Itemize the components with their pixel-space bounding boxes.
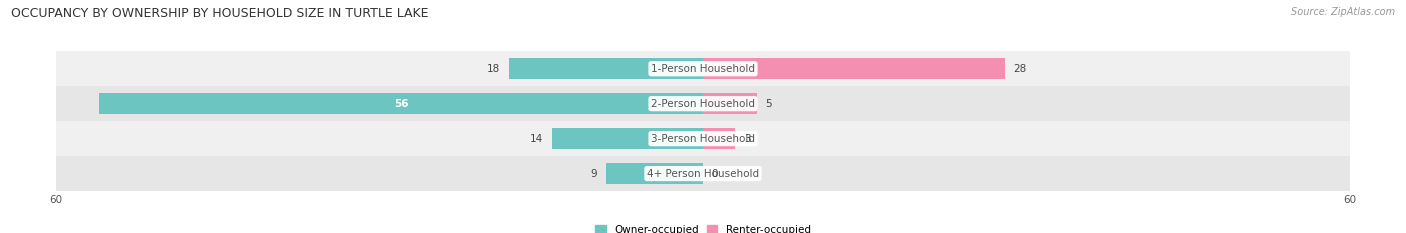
Bar [703,58,1005,79]
Text: 0: 0 [711,169,718,178]
Text: Source: ZipAtlas.com: Source: ZipAtlas.com [1291,7,1395,17]
Bar [56,156,1350,191]
Text: 3-Person Household: 3-Person Household [651,134,755,144]
Bar [509,58,703,79]
Bar [606,163,703,184]
Bar [56,51,1350,86]
Bar [56,86,1350,121]
Text: 4+ Person Household: 4+ Person Household [647,169,759,178]
Text: 2-Person Household: 2-Person Household [651,99,755,109]
Text: OCCUPANCY BY OWNERSHIP BY HOUSEHOLD SIZE IN TURTLE LAKE: OCCUPANCY BY OWNERSHIP BY HOUSEHOLD SIZE… [11,7,429,20]
Bar [100,93,703,114]
Text: 3: 3 [744,134,751,144]
Bar [553,128,703,149]
Text: 18: 18 [486,64,501,74]
Text: 56: 56 [394,99,408,109]
Text: 28: 28 [1014,64,1026,74]
Legend: Owner-occupied, Renter-occupied: Owner-occupied, Renter-occupied [591,221,815,233]
Bar [56,121,1350,156]
Text: 9: 9 [591,169,598,178]
Bar [703,128,735,149]
Text: 1-Person Household: 1-Person Household [651,64,755,74]
Text: 5: 5 [765,99,772,109]
Bar [703,93,756,114]
Text: 14: 14 [530,134,544,144]
